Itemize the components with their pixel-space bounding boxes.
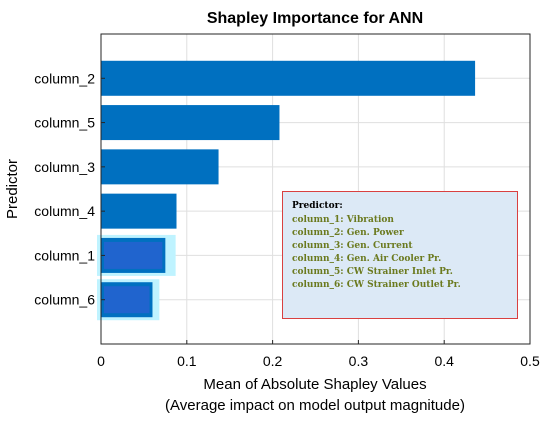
chart-title: Shapley Importance for ANN xyxy=(207,10,423,27)
plot-frame xyxy=(100,33,531,345)
legend-item: column_6: CW Strainer Outlet Pr. xyxy=(292,280,461,290)
y-tick-labels: column_2 column_5 column_3 column_4 column_1… xyxy=(34,70,105,308)
legend-item: column_4: Gen. Air Cooler Pr. xyxy=(292,254,442,264)
x-tick-label: 0.3 xyxy=(349,353,369,369)
predictor-legend: Predictor: column_1: Vibration column_2:… xyxy=(282,191,518,319)
y-tick-label: column_5 xyxy=(34,115,95,131)
bar-layer xyxy=(101,60,476,318)
bar-column_2 xyxy=(101,60,476,96)
bar-column_4 xyxy=(101,193,177,229)
x-tick-label: 0.1 xyxy=(177,353,197,369)
bar-inner-shade xyxy=(104,241,163,269)
y-tick-label: column_3 xyxy=(34,159,95,175)
y-axis-label: Predictor xyxy=(4,159,21,219)
bar-column_3 xyxy=(101,149,219,185)
bar-inner-shade xyxy=(104,286,150,314)
y-tick-label: column_6 xyxy=(34,292,95,308)
y-tick-label: column_2 xyxy=(34,70,95,86)
x-tick-labels: 0 0.1 0.2 0.3 0.4 0.5 xyxy=(97,340,540,369)
x-axis-sublabel: (Average impact on model output magnitud… xyxy=(165,397,465,414)
legend-item: column_1: Vibration xyxy=(292,215,394,225)
y-tick-label: column_4 xyxy=(34,203,95,219)
x-tick-label: 0.5 xyxy=(520,353,540,369)
legend-item: column_5: CW Strainer Inlet Pr. xyxy=(292,267,453,277)
legend-item: column_2: Gen. Power xyxy=(292,228,404,238)
legend-item: column_3: Gen. Current xyxy=(292,241,413,251)
x-tick-label: 0.4 xyxy=(434,353,454,369)
x-axis-label: Mean of Absolute Shapley Values xyxy=(203,376,426,393)
bar-column_5 xyxy=(101,105,280,141)
legend-title: Predictor: xyxy=(292,201,343,211)
y-tick-label: column_1 xyxy=(34,247,95,263)
x-tick-label: 0.2 xyxy=(263,353,283,369)
x-tick-label: 0 xyxy=(97,353,105,369)
